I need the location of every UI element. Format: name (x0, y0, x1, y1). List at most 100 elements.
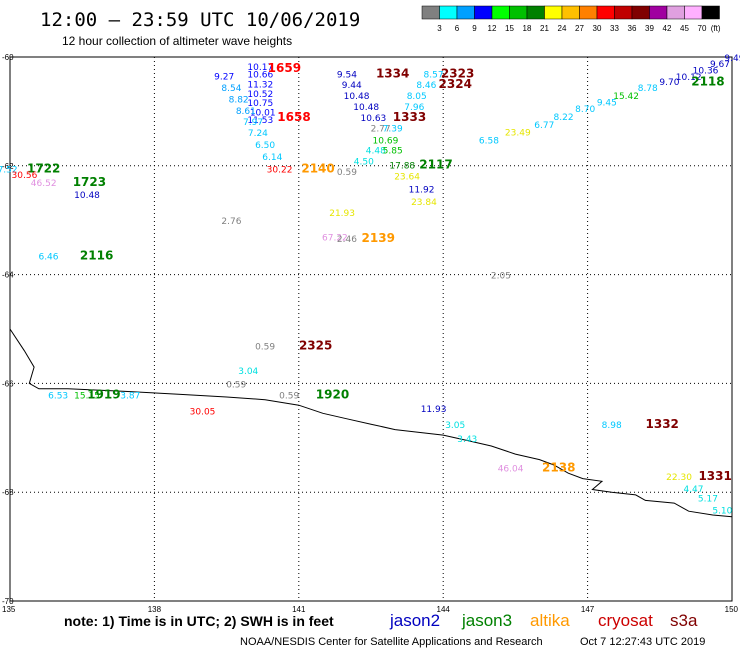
wave-height-label: 7.52 (0, 166, 18, 176)
wave-height-label: 10.52 (247, 90, 273, 100)
color-scale-tick: 45 (680, 24, 689, 33)
wave-height-label: 6.50 (255, 141, 275, 151)
wave-height-label: 6.58 (479, 137, 499, 147)
wave-height-label: 17.88 (389, 162, 415, 172)
wave-height-label: 9.27 (214, 72, 234, 82)
time-label: 2116 (80, 249, 113, 263)
color-scale-box (579, 5, 598, 20)
y-tick-label: -68 (2, 488, 14, 497)
wave-height-label: 3.43 (457, 435, 477, 445)
time-label: 1658 (277, 110, 310, 124)
wave-height-label: 6.77 (534, 121, 554, 131)
wave-height-label: 21.93 (329, 209, 355, 219)
wave-height-label: 23.84 (411, 198, 437, 208)
x-tick-label: 141 (292, 605, 306, 614)
wave-height-label: 8.70 (575, 105, 595, 115)
x-tick-label: 144 (437, 605, 451, 614)
wave-height-label: 8.82 (229, 95, 249, 105)
footer-note: note: 1) Time is in UTC; 2) SWH is in fe… (64, 613, 334, 629)
color-scale-tick: 30 (593, 24, 602, 33)
wave-height-label: 7.96 (404, 103, 424, 113)
wave-height-label: 2.77 (371, 125, 391, 135)
time-label: 1723 (73, 175, 106, 189)
wave-height-label: 30.05 (190, 408, 216, 418)
wave-height-label: 23.64 (394, 173, 420, 183)
x-axis: 135 138 141 144 147 150 (2, 605, 739, 614)
page-subtitle: 12 hour collection of altimeter wave hei… (62, 34, 292, 48)
wave-height-label: 9.45 (597, 99, 617, 109)
color-scale-box (509, 5, 528, 20)
y-tick-label: -64 (2, 271, 14, 280)
legend-jason3: jason3 (461, 611, 512, 630)
wave-height-label: 8.78 (638, 84, 658, 94)
wave-height-label: 2.76 (221, 217, 241, 227)
wave-height-label: 2.46 (337, 235, 357, 245)
wave-height-label: 5.85 (383, 146, 403, 156)
footer-credit: NOAA/NESDIS Center for Satellite Applica… (240, 636, 543, 648)
x-tick-label: 138 (148, 605, 162, 614)
legend-altika: altika (530, 611, 570, 630)
color-scale-tick: 3 (437, 24, 442, 33)
color-scale-tick: 9 (472, 24, 477, 33)
wave-height-label: 10.63 (361, 114, 387, 124)
wave-height-label: 46.04 (498, 465, 524, 475)
wave-height-label: 30.22 (267, 166, 293, 176)
color-scale-tick: 15 (505, 24, 514, 33)
wave-height-label: 8.98 (602, 421, 622, 431)
wave-height-label: 3.05 (445, 421, 465, 431)
wave-height-label: 4.50 (354, 157, 374, 167)
time-label: 1333 (393, 110, 426, 124)
wave-height-label: 10.75 (247, 99, 273, 109)
color-scale-box (684, 5, 703, 20)
color-scale-unit: (ft) (711, 24, 721, 33)
wave-height-label: 11.93 (421, 405, 447, 415)
wave-height-label: 10.01 (250, 108, 276, 118)
x-tick-label: 147 (581, 605, 595, 614)
wave-height-label: 23.49 (505, 129, 531, 139)
color-scale-tick: 39 (645, 24, 654, 33)
y-tick-label: -62 (2, 162, 14, 171)
grid (10, 57, 732, 601)
wave-height-label: 10.66 (247, 70, 273, 80)
wave-height-label: 0.59 (337, 168, 357, 178)
y-axis: -60 -62 -64 -66 -68 -70 (2, 53, 14, 606)
x-tick-label: 135 (2, 605, 16, 614)
color-scale-tick: 6 (455, 24, 460, 33)
color-scale-box (421, 5, 440, 20)
color-scale-box (666, 5, 685, 20)
wave-height-label: 9.44 (342, 81, 362, 91)
wave-height-label: 10.48 (353, 103, 379, 113)
wave-height-label: 10.48 (344, 92, 370, 102)
color-scale-box (456, 5, 475, 20)
page-title: 12:00 – 23:59 UTC 10/06/2019 (40, 9, 360, 31)
wave-height-label: 5.17 (698, 495, 718, 505)
color-scale-tick: 70 (698, 24, 707, 33)
time-label: 1659 (268, 61, 301, 75)
wave-height-label: 9.70 (659, 78, 679, 88)
color-scale-tick: 12 (488, 24, 497, 33)
color-scale-box (544, 5, 563, 20)
wave-height-label: 4.47 (683, 485, 703, 495)
color-scale-box (561, 5, 580, 20)
wave-height-label: 10.69 (373, 137, 399, 147)
y-tick-label: -70 (2, 597, 14, 606)
y-tick-label: -60 (2, 53, 14, 62)
wave-height-label: 10.17 (247, 63, 273, 73)
wave-height-label: 8.57 (424, 70, 444, 80)
wave-height-label: 30.56 (12, 171, 38, 181)
color-scale-tick: 18 (523, 24, 532, 33)
time-label: 2138 (542, 461, 575, 475)
wave-height-label: 8.54 (221, 84, 241, 94)
color-scale-box (649, 5, 668, 20)
wave-height-label: 3.87 (120, 391, 140, 401)
color-scale: 3 6 9 12 15 18 21 24 27 30 33 36 39 42 45 70 (ft) (421, 5, 721, 33)
wave-height-label: 7.97 (243, 118, 263, 128)
x-tick-label: 150 (725, 605, 739, 614)
wave-height-label: 0.59 (279, 391, 299, 401)
wave-height-label: 3.04 (238, 367, 258, 377)
color-scale-box (526, 5, 545, 20)
wave-height-label: 7.39 (383, 125, 403, 135)
footer-timestamp: Oct 7 12:27:43 UTC 2019 (580, 636, 705, 648)
wave-height-label: 67.22 (322, 234, 348, 244)
time-label: 2324 (439, 77, 472, 91)
